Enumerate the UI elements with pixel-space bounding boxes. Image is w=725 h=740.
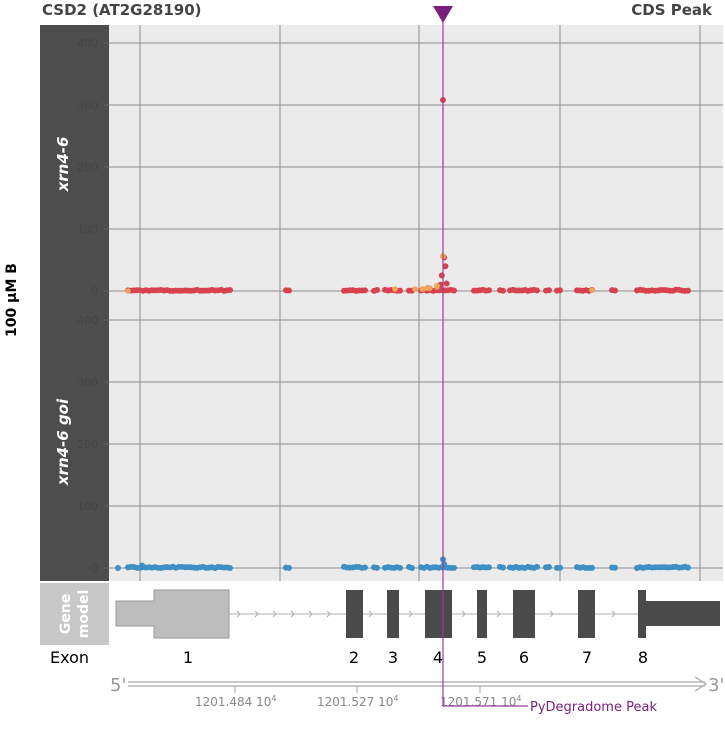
coverage-point (286, 565, 292, 571)
coverage-point (500, 288, 506, 294)
pydegradome-peak-label: PyDegradome Peak (530, 700, 657, 715)
coverage-point (227, 565, 233, 571)
coord-tick-label: 1201.571 104 (440, 694, 521, 709)
exon-3-box (387, 590, 399, 638)
data-point-orange (434, 283, 440, 289)
coord-tick-label: 1201.484 104 (195, 694, 276, 709)
ytick-label: 100 (77, 500, 98, 513)
gene-title: CSD2 (AT2G28190) (42, 1, 202, 19)
data-point-blue (139, 563, 145, 569)
panel-strip-label: xrn4-6 (54, 137, 72, 193)
exon-title: Exon (50, 648, 89, 667)
coverage-point (685, 288, 691, 294)
ytick-label: 200 (77, 438, 98, 451)
coverage-point (451, 287, 457, 293)
coverage-point (362, 287, 368, 293)
exon-labels: 1 2 3 4 5 6 7 8 (183, 648, 648, 667)
exon-2-box (346, 590, 363, 638)
coverage-point (557, 287, 563, 293)
exon-number: 1 (183, 648, 193, 667)
cds-peak-label: CDS Peak (631, 1, 713, 19)
data-point-blue (441, 561, 447, 567)
exon-6-box (513, 590, 535, 638)
five-prime-label: 5' (110, 675, 126, 696)
coverage-point-orange (589, 287, 595, 293)
gene-model-track: Gene model (40, 583, 723, 645)
panel-strip (40, 303, 109, 581)
ytick-label: 300 (77, 376, 98, 389)
exon-number: 8 (638, 648, 648, 667)
panel-strip-label: xrn4-6 goi (54, 398, 72, 486)
three-prime-label: 3' (708, 675, 724, 696)
panel-background (109, 25, 723, 303)
exon-number: 3 (388, 648, 398, 667)
coverage-point-orange (125, 288, 131, 294)
panel-2: xrn4-6 goi 0 100 200 300 400 (40, 303, 723, 581)
coverage-point (612, 565, 618, 571)
coord-tick-label: 1201.527 104 (317, 694, 398, 709)
coverage-point (534, 287, 540, 293)
data-point-orange (420, 286, 426, 292)
ytick-label: 200 (77, 161, 98, 174)
coverage-point (286, 287, 292, 293)
coverage-point (451, 565, 457, 571)
coverage-point (589, 565, 595, 571)
ytick-label: 100 (77, 223, 98, 236)
ytick-label: 0 (91, 285, 98, 298)
axis-arrow-icon (695, 677, 706, 691)
coverage-point-orange (412, 286, 418, 292)
coverage-point (115, 565, 121, 571)
panel-background (109, 303, 723, 581)
peak-marker-icon (433, 6, 453, 23)
exon-number: 4 (433, 648, 443, 667)
coverage-point (397, 288, 403, 294)
gene-model-strip (40, 583, 109, 645)
panel-strip (40, 25, 109, 303)
exon-number: 7 (582, 648, 592, 667)
data-point-red (444, 281, 450, 287)
data-point-red (439, 273, 445, 279)
coverage-point (397, 565, 403, 571)
coverage-point (500, 565, 506, 571)
coverage-point (362, 565, 368, 571)
exon-5-box (477, 590, 487, 638)
coverage-point (546, 287, 552, 293)
coverage-point (486, 564, 492, 570)
coverage-point (557, 565, 563, 571)
coverage-point (227, 287, 233, 293)
panel-1: xrn4-6 0 100 200 300 400 (40, 25, 723, 303)
coverage-point (486, 287, 492, 293)
coverage-point (685, 565, 691, 571)
coverage-point (409, 565, 415, 571)
coverage-point (374, 287, 380, 293)
ytick-label: 400 (77, 314, 98, 327)
exon-number: 2 (349, 648, 359, 667)
gene-model-label-1: Gene (58, 594, 74, 634)
coverage-point (534, 564, 540, 570)
exon-7-box (578, 590, 595, 638)
concentration-label: 100 μM B (4, 263, 20, 337)
ytick-label: 400 (77, 37, 98, 50)
plot-panels: xrn4-6 0 100 200 300 400 xrn4-6 goi 0 100 200 300 4… (40, 25, 723, 581)
coverage-point-orange (392, 286, 398, 292)
coverage-point (374, 565, 380, 571)
coverage-point (612, 287, 618, 293)
coverage-point (546, 564, 552, 570)
exon-number: 5 (477, 648, 487, 667)
gene-model-label-2: model (76, 590, 92, 639)
exon-4-box (425, 590, 452, 638)
ytick-label: 300 (77, 99, 98, 112)
ytick-label: 0 (91, 562, 98, 575)
exon-number: 6 (519, 648, 529, 667)
